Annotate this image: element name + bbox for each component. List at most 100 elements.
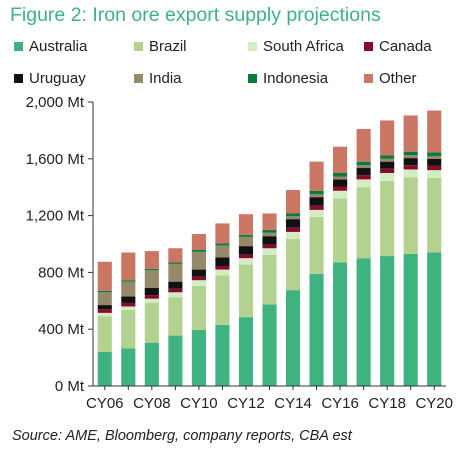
- bar-segment-canada-cy18: [380, 168, 395, 173]
- bar-segment-uruguay-cy13: [262, 236, 277, 245]
- x-tick-label: CY14: [274, 395, 312, 412]
- x-tick-label: CY18: [368, 395, 406, 412]
- bar-segment-south-africa-cy11: [215, 269, 230, 276]
- bar-segment-india-cy06: [97, 292, 112, 306]
- bar-segment-brazil-cy14: [285, 239, 301, 291]
- bar-segment-brazil-cy13: [262, 254, 277, 305]
- y-tick-label: 1,600 Mt: [26, 151, 85, 168]
- bar-segment-canada-cy20: [427, 165, 442, 171]
- bar-segment-canada-cy15: [309, 205, 324, 210]
- bar-segment-australia-cy14: [285, 290, 301, 386]
- legend-swatch: [14, 74, 23, 83]
- bar-segment-south-africa-cy14: [285, 231, 301, 240]
- bar-segment-other-cy08: [144, 251, 159, 269]
- bar-segment-australia-cy09: [168, 335, 183, 386]
- bar-segment-other-cy09: [168, 248, 183, 263]
- legend-label: Indonesia: [263, 70, 329, 87]
- legend-swatch: [14, 42, 23, 51]
- axis-layer: 0 Mt 400 Mt 800 Mt 1,200 Mt 1,600 Mt 2,000 Mt…: [26, 94, 453, 412]
- bar-segment-brazil-cy11: [215, 275, 230, 325]
- bar-segment-australia-cy16: [333, 262, 348, 386]
- x-tick-label: CY06: [86, 395, 124, 412]
- bar-segment-uruguay-cy07: [121, 296, 136, 303]
- bar-segment-indonesia-cy07: [121, 280, 136, 282]
- bar-segment-indonesia-cy18: [380, 155, 395, 159]
- y-tick-label: 400 Mt: [38, 321, 85, 338]
- bar-segment-south-africa-cy12: [238, 258, 254, 265]
- bar-segment-other-cy17: [356, 128, 371, 162]
- bar-segment-uruguay-cy09: [168, 281, 183, 289]
- bar-segment-south-africa-cy07: [121, 306, 136, 311]
- x-tick-label: CY20: [415, 395, 453, 412]
- bar-segment-australia-cy12: [238, 317, 254, 386]
- bar-segment-india-cy16: [333, 176, 348, 180]
- bar-segment-indonesia-cy13: [262, 229, 277, 233]
- legend-label: Brazil: [149, 38, 187, 55]
- bar-segment-other-cy07: [121, 252, 136, 281]
- bar-segment-other-cy18: [380, 120, 395, 156]
- legend-label: Australia: [29, 38, 88, 55]
- bar-segment-indonesia-cy14: [285, 213, 301, 217]
- bar-segment-australia-cy17: [356, 258, 371, 386]
- bar-segment-uruguay-cy06: [97, 305, 112, 310]
- bar-segment-south-africa-cy17: [356, 179, 371, 188]
- bar-segment-canada-cy06: [97, 309, 112, 313]
- bar-segment-indonesia-cy20: [427, 152, 442, 156]
- bar-segment-india-cy07: [121, 281, 136, 297]
- bar-segment-india-cy19: [403, 155, 418, 159]
- bar-segment-india-cy09: [168, 263, 183, 282]
- bar-segment-india-cy13: [262, 232, 277, 237]
- legend-item-other: Other: [364, 70, 417, 87]
- bar-segment-india-cy10: [191, 251, 206, 270]
- bar-segment-other-cy14: [285, 190, 301, 214]
- bar-segment-australia-cy15: [309, 273, 324, 386]
- legend-item-south-africa: South Africa: [248, 38, 344, 55]
- bar-segment-uruguay-cy10: [191, 269, 206, 277]
- legend-swatch: [364, 74, 373, 83]
- bar-segment-uruguay-cy16: [333, 179, 348, 187]
- bar-segment-uruguay-cy11: [215, 257, 230, 267]
- legend-swatch: [248, 42, 257, 51]
- bar-segment-indonesia-cy10: [191, 249, 206, 252]
- legend-item-brazil: Brazil: [134, 38, 187, 55]
- bar-segment-brazil-cy10: [191, 285, 206, 330]
- bar-segment-india-cy14: [285, 216, 301, 220]
- legend-label: South Africa: [263, 38, 344, 55]
- bar-segment-brazil-cy17: [356, 187, 371, 259]
- bars-layer: [97, 110, 442, 386]
- legend-label: Other: [379, 70, 417, 87]
- chart-title: Figure 2: Iron ore export supply project…: [10, 4, 381, 26]
- bar-segment-other-cy10: [191, 234, 206, 250]
- bar-segment-uruguay-cy18: [380, 161, 395, 169]
- x-tick-label: CY08: [133, 395, 171, 412]
- bar-segment-south-africa-cy18: [380, 173, 395, 181]
- bar-segment-south-africa-cy09: [168, 292, 183, 298]
- bar-segment-uruguay-cy19: [403, 158, 418, 166]
- bar-segment-uruguay-cy15: [309, 197, 324, 206]
- bar-segment-india-cy18: [380, 158, 395, 162]
- bar-segment-uruguay-cy17: [356, 168, 371, 176]
- bar-segment-other-cy19: [403, 115, 418, 152]
- bar-segment-australia-cy06: [97, 351, 112, 386]
- bar-segment-other-cy12: [238, 214, 254, 235]
- bar-segment-canada-cy10: [191, 276, 206, 281]
- bar-segment-canada-cy07: [121, 302, 136, 307]
- y-tick-label: 2,000 Mt: [26, 94, 85, 111]
- bar-segment-india-cy20: [427, 155, 442, 159]
- bar-segment-uruguay-cy14: [285, 219, 301, 228]
- bar-segment-australia-cy13: [262, 304, 277, 386]
- bar-segment-brazil-cy20: [427, 177, 442, 253]
- bar-segment-brazil-cy07: [121, 310, 136, 349]
- bar-segment-indonesia-cy09: [168, 262, 183, 264]
- bar-segment-india-cy08: [144, 270, 159, 289]
- bar-segment-india-cy15: [309, 194, 324, 198]
- bar-segment-south-africa-cy19: [403, 169, 418, 178]
- bar-segment-south-africa-cy13: [262, 248, 277, 255]
- bar-segment-australia-cy11: [215, 324, 230, 386]
- bar-segment-uruguay-cy20: [427, 158, 442, 166]
- bar-segment-south-africa-cy06: [97, 312, 112, 317]
- bar-segment-indonesia-cy16: [333, 173, 348, 177]
- bar-segment-canada-cy11: [215, 266, 230, 270]
- bar-segment-indonesia-cy06: [97, 290, 112, 293]
